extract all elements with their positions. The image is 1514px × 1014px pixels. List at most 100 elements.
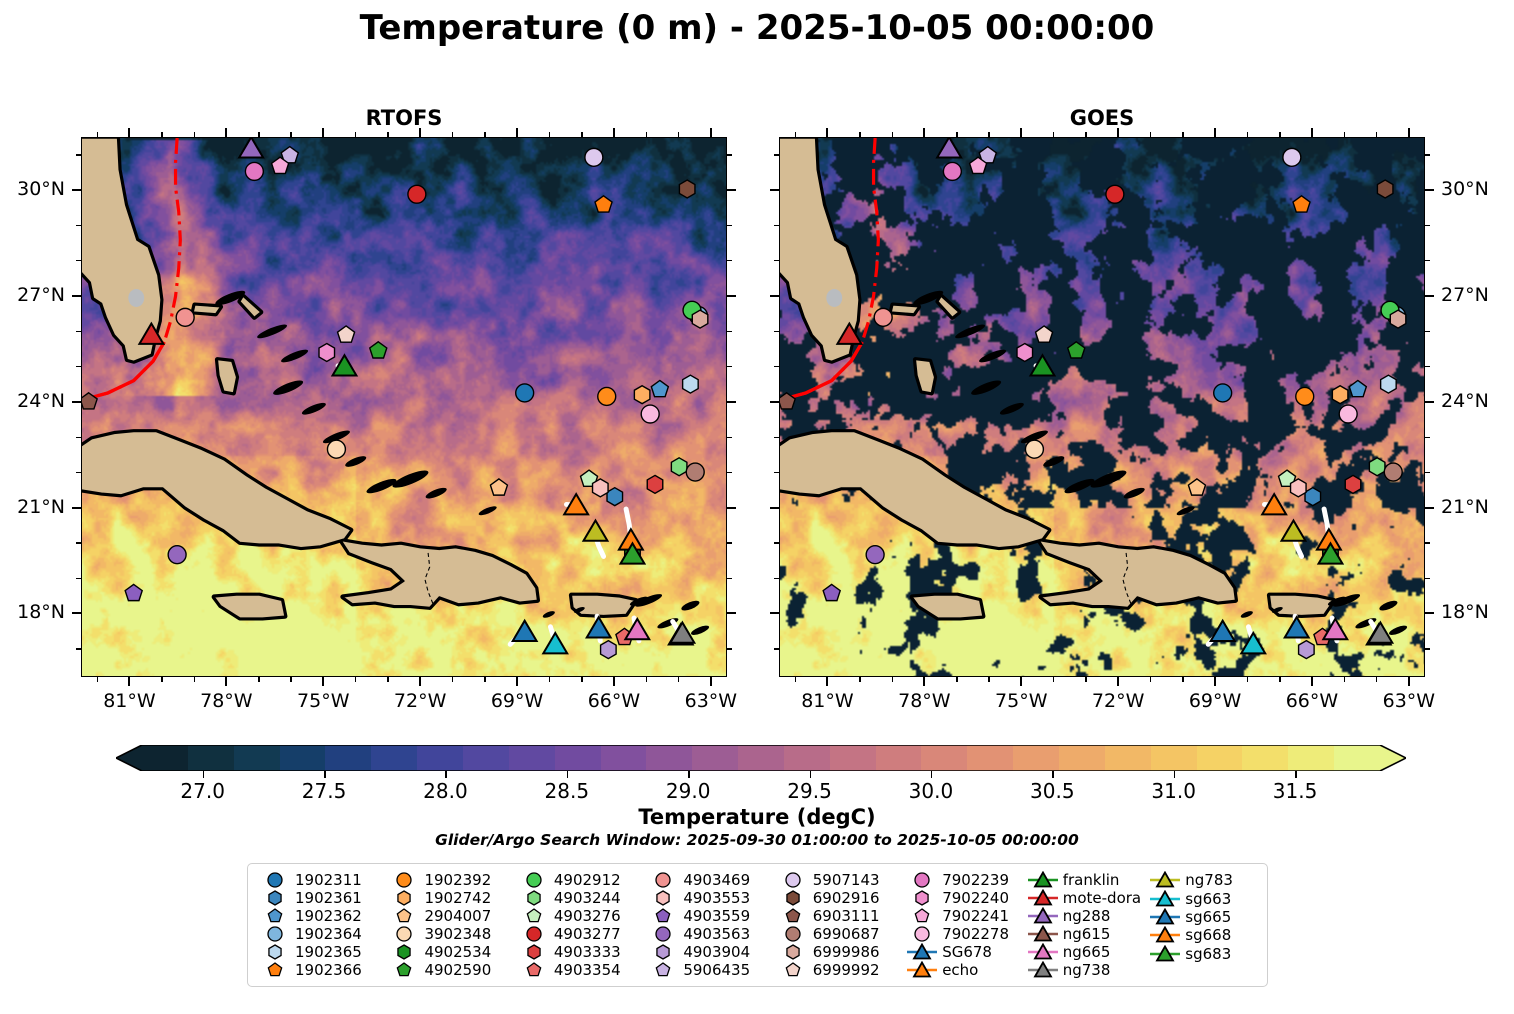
platform-marker[interactable]: 1902742 xyxy=(1331,384,1349,405)
platform-marker[interactable]: sg663 xyxy=(541,631,569,655)
legend-item[interactable]: 7902278 xyxy=(905,925,1026,943)
platform-marker[interactable]: ng783 xyxy=(1279,518,1308,542)
platform-marker[interactable]: 4903553 xyxy=(1289,478,1307,498)
platform-marker[interactable]: 2904007 xyxy=(1187,478,1207,496)
platform-marker[interactable]: 6990687 xyxy=(685,462,705,482)
platform-marker[interactable]: 7902239 xyxy=(244,161,265,182)
platform-marker[interactable]: 7902278 xyxy=(640,404,660,424)
legend-item[interactable]: 4903563 xyxy=(646,925,775,943)
platform-marker[interactable]: 4902590 xyxy=(1066,340,1086,359)
platform-marker[interactable]: 6999986 xyxy=(1389,309,1407,329)
legend-item[interactable]: 7902241 xyxy=(905,907,1026,925)
legend-item[interactable]: mote-dora xyxy=(1026,889,1149,907)
legend-item[interactable]: 5907143 xyxy=(776,871,905,889)
platform-marker[interactable]: 4903333 xyxy=(1344,474,1362,495)
platform-marker[interactable]: 5906435 xyxy=(978,145,998,164)
legend-item[interactable]: sg683 xyxy=(1148,944,1257,963)
platform-marker[interactable]: 4903563 xyxy=(865,545,885,565)
platform-marker[interactable]: 7902278 xyxy=(1338,404,1358,424)
platform-marker[interactable]: mote-dora xyxy=(137,321,166,345)
legend-item[interactable]: 4903469 xyxy=(646,871,775,889)
platform-marker[interactable]: sg665 xyxy=(584,615,613,639)
legend-item[interactable]: SG678 xyxy=(905,943,1026,961)
legend-item[interactable]: 1902311 xyxy=(258,871,387,889)
platform-marker[interactable]: 4903559 xyxy=(822,583,842,602)
platform-marker[interactable]: 7902239 xyxy=(942,161,963,182)
platform-marker[interactable]: 7902241 xyxy=(270,156,290,175)
platform-marker[interactable]: 6999992 xyxy=(336,325,356,343)
platform-marker[interactable]: 1902366 xyxy=(1292,194,1311,213)
platform-marker[interactable]: SG678 xyxy=(510,618,539,643)
platform-marker[interactable]: sg683 xyxy=(618,541,647,565)
platform-marker[interactable]: 4903904 xyxy=(1297,639,1315,660)
map-panel-goes[interactable]: 1902311190236119023621902364190236519023… xyxy=(779,137,1425,677)
platform-marker[interactable]: ng665 xyxy=(623,616,652,641)
legend-item[interactable]: 4903354 xyxy=(517,961,646,979)
platform-marker[interactable]: 5907143 xyxy=(584,147,604,168)
legend-item[interactable]: 1902392 xyxy=(387,871,516,889)
legend-item[interactable]: 4903333 xyxy=(517,943,646,961)
legend-item[interactable]: ng665 xyxy=(1026,943,1149,961)
platform-marker[interactable]: 6990687 xyxy=(1383,462,1403,482)
platform-marker[interactable]: 6999986 xyxy=(691,309,709,329)
platform-marker[interactable]: 4903333 xyxy=(646,474,664,495)
legend-item[interactable]: 7902239 xyxy=(905,871,1026,889)
platform-marker[interactable]: 1902362 xyxy=(1348,379,1368,398)
platform-marker[interactable]: 7902241 xyxy=(968,156,988,175)
legend-item[interactable]: 6990687 xyxy=(776,925,905,943)
legend-item[interactable]: ng783 xyxy=(1148,871,1257,889)
legend-item[interactable]: 1902361 xyxy=(258,889,387,907)
platform-marker[interactable]: 1902361 xyxy=(606,486,624,507)
platform-marker[interactable]: sg683 xyxy=(1316,541,1345,565)
platform-marker[interactable]: 4903904 xyxy=(599,639,617,660)
platform-marker[interactable]: 3902348 xyxy=(1024,439,1045,459)
platform-marker[interactable]: 6902916 xyxy=(678,179,696,199)
legend-item[interactable]: sg663 xyxy=(1148,889,1257,908)
platform-marker[interactable]: 1902311 xyxy=(1213,383,1233,403)
legend-item[interactable]: 6903111 xyxy=(776,907,905,925)
legend-item[interactable]: 4902912 xyxy=(517,871,646,889)
platform-marker[interactable]: 7902240 xyxy=(318,342,336,363)
platform-marker[interactable]: 5907143 xyxy=(1282,147,1302,168)
platform-marker[interactable]: 4902590 xyxy=(368,340,388,359)
platform-marker[interactable]: ng783 xyxy=(581,518,610,542)
legend-item[interactable]: 1902366 xyxy=(258,961,387,979)
legend-item[interactable]: 4902534 xyxy=(387,943,516,961)
platform-marker[interactable]: 5906435 xyxy=(280,145,300,164)
legend-item[interactable]: ng288 xyxy=(1026,907,1149,925)
legend-item[interactable]: sg665 xyxy=(1148,907,1257,926)
legend-item[interactable]: sg668 xyxy=(1148,926,1257,944)
platform-marker[interactable]: 4903244 xyxy=(670,457,688,477)
platform-marker[interactable]: echo xyxy=(562,492,590,516)
platform-marker[interactable]: 4903244 xyxy=(1368,457,1386,477)
platform-marker[interactable]: 6902916 xyxy=(1376,179,1394,199)
legend-item[interactable]: 1902742 xyxy=(387,889,516,907)
platform-marker[interactable]: ng738 xyxy=(668,620,697,644)
legend-item[interactable]: franklin xyxy=(1026,871,1149,889)
legend-item[interactable]: 1902364 xyxy=(258,925,387,943)
platform-marker[interactable]: 2904007 xyxy=(489,478,509,496)
legend-item[interactable]: 4903553 xyxy=(646,889,775,907)
platform-marker[interactable]: 4903277 xyxy=(407,184,427,204)
platform-marker[interactable]: 6999992 xyxy=(1034,325,1054,343)
platform-marker[interactable]: 1902392 xyxy=(597,386,617,407)
platform-marker[interactable]: 7902240 xyxy=(1016,342,1034,363)
platform-marker[interactable]: 4903559 xyxy=(124,583,144,602)
platform-marker[interactable]: ng288 xyxy=(237,138,265,159)
platform-marker[interactable]: 1902366 xyxy=(594,194,613,213)
legend-item[interactable]: 4903904 xyxy=(646,943,775,961)
legend-item[interactable]: 5906435 xyxy=(646,961,775,979)
legend-item[interactable]: 6999986 xyxy=(776,943,905,961)
platform-marker[interactable]: 4903277 xyxy=(1105,184,1125,204)
platform-marker[interactable]: franklin xyxy=(1028,353,1057,377)
legend-item[interactable]: 7902240 xyxy=(905,889,1026,907)
platform-marker[interactable]: ng738 xyxy=(1366,620,1395,644)
legend-item[interactable]: 4903559 xyxy=(646,907,775,925)
platform-marker[interactable]: sg663 xyxy=(1239,631,1267,655)
platform-marker[interactable]: sg665 xyxy=(1282,615,1311,639)
platform-marker[interactable]: 6903111 xyxy=(82,391,98,410)
platform-marker[interactable]: SG678 xyxy=(1208,618,1237,643)
platform-marker[interactable]: 1902361 xyxy=(1304,486,1322,507)
platform-marker[interactable]: franklin xyxy=(330,353,359,377)
platform-marker[interactable]: 1902392 xyxy=(1295,386,1315,407)
